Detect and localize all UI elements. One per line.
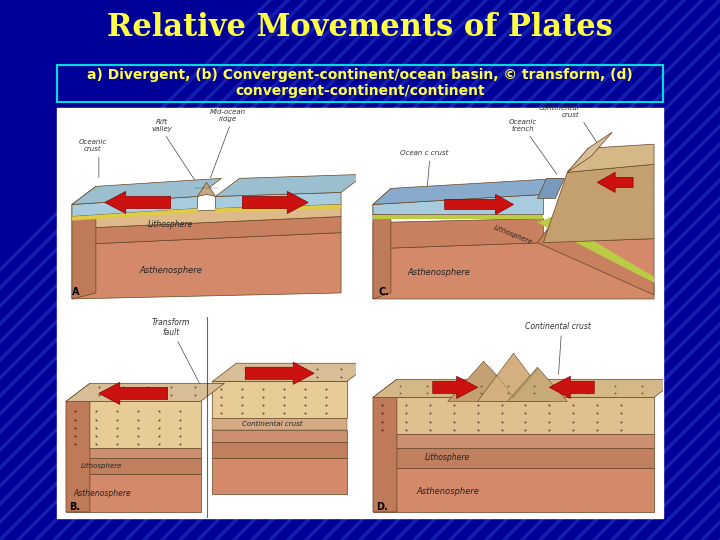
Polygon shape <box>197 183 215 197</box>
Text: Asthenosphere: Asthenosphere <box>416 488 479 496</box>
Polygon shape <box>537 217 654 283</box>
Polygon shape <box>212 429 347 442</box>
Polygon shape <box>373 194 544 214</box>
Polygon shape <box>72 178 222 205</box>
Polygon shape <box>72 205 341 228</box>
Polygon shape <box>537 222 654 295</box>
Polygon shape <box>373 239 654 299</box>
Polygon shape <box>99 382 168 404</box>
Text: C.: C. <box>379 287 390 297</box>
Text: B.: B. <box>69 502 80 512</box>
Text: Ocean c crust: Ocean c crust <box>400 150 448 156</box>
Text: Mid-ocean
ridge: Mid-ocean ridge <box>210 109 246 122</box>
Polygon shape <box>597 172 633 192</box>
Polygon shape <box>477 353 549 401</box>
Polygon shape <box>212 417 347 429</box>
Polygon shape <box>72 197 197 217</box>
Text: Transform
fault: Transform fault <box>151 318 190 337</box>
Polygon shape <box>72 233 341 299</box>
Polygon shape <box>66 458 200 474</box>
Text: Oceanic
trench: Oceanic trench <box>508 119 536 132</box>
Polygon shape <box>373 397 654 434</box>
Polygon shape <box>215 192 341 208</box>
Polygon shape <box>212 381 347 417</box>
Polygon shape <box>373 434 654 448</box>
Polygon shape <box>66 474 200 512</box>
Polygon shape <box>215 174 365 197</box>
Polygon shape <box>105 191 171 213</box>
Text: a) Divergent, (b) Convergent-continent/ocean basin, © transform, (d): a) Divergent, (b) Convergent-continent/o… <box>87 68 633 82</box>
Text: Lithosphere: Lithosphere <box>425 453 470 462</box>
Text: convergent-continent/continent: convergent-continent/continent <box>235 84 485 98</box>
Polygon shape <box>373 379 397 512</box>
Polygon shape <box>373 214 544 219</box>
Polygon shape <box>549 376 594 399</box>
Text: Lithosphere: Lithosphere <box>493 224 534 245</box>
Polygon shape <box>66 448 200 458</box>
Polygon shape <box>537 178 564 198</box>
Polygon shape <box>508 367 567 401</box>
Bar <box>57 65 663 102</box>
Polygon shape <box>66 401 200 448</box>
Polygon shape <box>445 194 513 214</box>
Text: Rift
valley: Rift valley <box>151 119 172 132</box>
Text: Lithosphere: Lithosphere <box>81 463 122 469</box>
Text: Oceanic
crust: Oceanic crust <box>78 139 107 152</box>
Text: Continental crust: Continental crust <box>526 322 591 331</box>
Polygon shape <box>212 458 347 494</box>
Polygon shape <box>72 186 96 299</box>
Polygon shape <box>567 132 612 172</box>
Text: Asthenosphere: Asthenosphere <box>73 489 131 498</box>
Polygon shape <box>243 191 308 213</box>
Polygon shape <box>433 376 477 399</box>
Polygon shape <box>544 164 654 242</box>
Text: Asthenosphere: Asthenosphere <box>139 266 202 275</box>
Polygon shape <box>567 144 654 172</box>
Polygon shape <box>373 188 391 299</box>
Polygon shape <box>373 448 654 468</box>
Polygon shape <box>212 442 347 458</box>
Bar <box>57 108 663 518</box>
Polygon shape <box>66 383 225 401</box>
Polygon shape <box>373 379 678 397</box>
Polygon shape <box>373 219 544 249</box>
Text: D.: D. <box>376 502 387 512</box>
Polygon shape <box>72 208 197 220</box>
Text: A: A <box>72 287 79 297</box>
Text: Asthenosphere: Asthenosphere <box>408 268 470 278</box>
Polygon shape <box>72 217 341 245</box>
Polygon shape <box>373 178 562 205</box>
Text: Continental crust: Continental crust <box>242 421 302 427</box>
Text: Lithosphere: Lithosphere <box>148 220 193 229</box>
Polygon shape <box>66 383 90 512</box>
Polygon shape <box>373 468 654 512</box>
Polygon shape <box>448 361 520 401</box>
Polygon shape <box>212 363 371 381</box>
Polygon shape <box>246 362 314 384</box>
Text: Relative Movements of Plates: Relative Movements of Plates <box>107 12 613 44</box>
Text: Continental
crust: Continental crust <box>539 105 580 118</box>
Polygon shape <box>215 205 341 213</box>
